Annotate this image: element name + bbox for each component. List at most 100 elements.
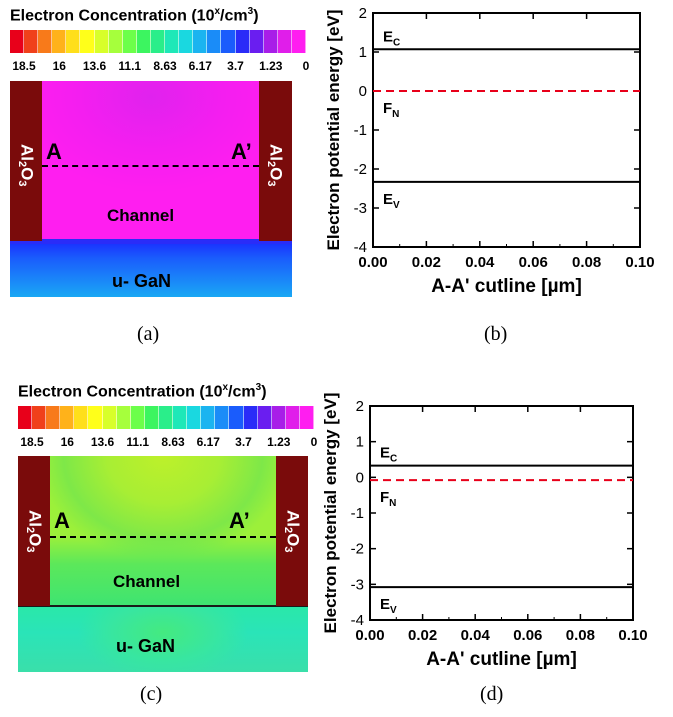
oxide-label-right: Al2O3 [265,144,286,187]
colorbar-ticks: 18.5 16 13.6 11.1 8.63 6.17 3.7 1.23 0 [18,435,323,451]
cutline-a-a-prime [42,165,259,167]
colorbar-swatch [130,406,145,429]
oxide-right [276,456,308,606]
y-tick-label: -2 [354,161,367,178]
colorbar-swatch [187,406,202,429]
x-tick-label: 0.10 [625,254,654,271]
colorbar-swatch [158,406,174,429]
x-tick-label: 0.06 [513,627,542,644]
x-tick-label: 0.04 [465,254,495,271]
colorbar-swatch [229,406,244,429]
y-tick-label: -3 [351,576,364,593]
x-tick-label: 0.10 [618,627,647,644]
y-axis-label: Electron potential energy [eV] [324,10,343,251]
device-cross-section [18,456,308,672]
colorbar-swatch [285,406,300,429]
colorbar-swatch [193,30,208,53]
colorbar-swatch [74,406,89,429]
x-tick-label: 0.02 [412,254,441,271]
x-tick-label: 0.08 [566,627,595,644]
colorbar-swatch [32,406,47,429]
colorbar-swatch [102,406,117,429]
oxide-left [18,456,50,606]
colorbar-tick-label: 18.5 [12,59,36,73]
colorbar-swatch [271,406,286,429]
colorbar-swatch [215,406,230,429]
point-a-prime-label: A’ [229,508,250,533]
colorbar-swatch [80,30,95,53]
colorbar-swatch [88,406,103,429]
y-tick-label: 2 [356,398,364,415]
oxide-right [259,81,292,241]
x-tick-label: 0.06 [519,254,548,271]
point-a-label: A [46,139,62,164]
colorbar-swatch [52,30,67,53]
colorbar-tick-label: 11.1 [118,59,142,73]
x-tick-label: 0.02 [408,627,437,644]
colorbar-tick-label: 3.7 [227,59,244,73]
colorbar-swatch [24,30,39,53]
y-tick-label: -1 [351,505,364,522]
colorbar-swatch [122,30,137,53]
colorbar-swatch [18,406,33,429]
oxide-left [10,81,42,241]
colorbar-tick-label: 0 [310,435,318,449]
series-label-e-c: EC [383,28,400,48]
y-tick-label: -2 [351,541,364,558]
oxide-label-right: Al2O3 [282,510,303,553]
channel-label: Channel [107,206,175,225]
gan-label: u- GaN [112,271,172,291]
x-tick-label: 0.00 [355,627,384,644]
series-label-e-v: EV [380,596,397,616]
colorbar-tick-label: 8.63 [161,435,185,449]
colorbar-swatch [144,406,159,429]
colorbar-swatch [249,30,264,53]
channel-label: Channel [113,572,181,591]
colorbar-tick-label: 6.17 [188,59,212,73]
colorbar-swatch [165,30,180,53]
colorbar-tick-label: 16 [52,59,66,73]
colorbar-swatch [221,30,236,53]
colorbar-tick-label: 3.7 [235,435,252,449]
colorbar-tick-label: 1.23 [267,435,291,449]
x-tick-label: 0.08 [572,254,601,271]
x-axis-label: A-A' cutline [µm] [426,649,577,670]
colorbar-swatch [10,30,25,53]
colorbar-tick-label: 1.23 [259,59,283,73]
colorbar-title: Electron Concentration (10x/cm3) [18,382,267,401]
caption-d: (d) [480,683,504,705]
series-label-e-c: EC [380,445,397,465]
colorbar-tick-label: 0 [302,59,310,73]
colorbar [10,30,306,53]
x-axis-label: A-A' cutline [µm] [431,276,582,297]
y-tick-label: -1 [354,122,367,139]
y-tick-label: 1 [359,44,367,61]
colorbar-title: Electron Concentration (10x/cm3) [10,6,259,25]
colorbar-swatch [277,30,292,53]
colorbar-swatch [207,30,222,53]
caption-a: (a) [137,323,160,345]
colorbar-tick-label: 18.5 [20,435,44,449]
y-tick-label: -3 [354,200,367,217]
colorbar-swatch [243,406,258,429]
y-tick-label: -4 [351,612,364,629]
y-tick-label: 2 [359,5,367,22]
x-tick-label: 0.00 [358,254,387,271]
point-a-label: A [54,508,70,533]
colorbar-ticks: 18.5 16 13.6 11.1 8.63 6.17 3.7 1.23 0 [10,59,315,75]
simulation-panel-a: Electron Concentration (10x/cm3) 18.5 16 1… [10,6,320,298]
colorbar-tick-label: 8.63 [153,59,177,73]
colorbar-swatch [235,30,250,53]
caption-b: (b) [484,323,508,345]
oxide-label-left: Al2O3 [16,144,37,187]
caption-c: (c) [140,683,163,705]
device-cross-section [10,81,292,297]
point-a-prime-label: A’ [231,139,252,164]
colorbar-swatch [150,30,166,53]
series-label-e-v: EV [383,191,400,211]
colorbar-swatch [94,30,109,53]
colorbar-tick-label: 11.1 [126,435,150,449]
y-axis-label: Electron potential energy [eV] [321,393,340,634]
